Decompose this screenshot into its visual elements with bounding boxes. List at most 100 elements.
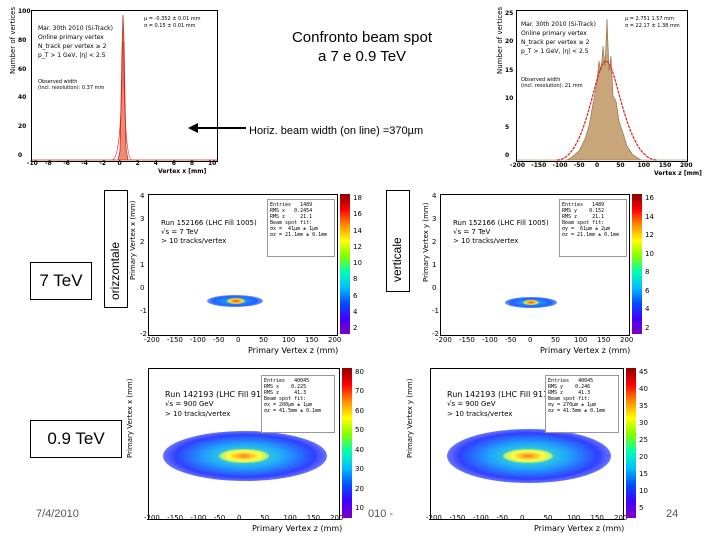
map-09tev-x-panel: Primary Vertex x (mm) Run 142193 (LHC Fi…	[122, 362, 368, 534]
histogram-y-note-2: (incl. resolution): 21 mm	[521, 83, 583, 89]
histogram-x-note-1: Observed width	[38, 79, 78, 85]
map-09tev-x-xtick: -100	[190, 514, 207, 522]
map-7tev-y-ytick: -1	[432, 307, 439, 315]
map-09tev-x-xtick: 50	[260, 514, 270, 522]
map-09tev-x-palette-tick: 70	[355, 387, 364, 396]
map-09tev-y-xtick: 0	[520, 514, 525, 522]
map-09tev-y-ylabel: Primary Vertex y (mm)	[406, 378, 414, 458]
histogram-x-plot	[32, 14, 217, 161]
map-7tev-x-ylabel: Primary Vertex x (mm)	[129, 200, 137, 280]
map-09tev-x-palette-tick: 50	[355, 426, 364, 435]
histogram-x-xtick: 4	[153, 160, 158, 167]
histogram-x-xtick: -8	[45, 160, 52, 167]
label-verticale-box	[386, 190, 410, 292]
map-7tev-x-xtick: -150	[167, 336, 183, 344]
slide-title-line-1: Confronto beam spot	[291, 29, 433, 46]
map-7tev-x-spot-core	[227, 298, 245, 304]
map-7tev-x-xtick: -50	[213, 336, 225, 344]
histogram-x-fit-curve	[111, 40, 133, 161]
histogram-x-xtick: 6	[171, 160, 176, 167]
map-7tev-y-xtick: -100	[482, 336, 498, 344]
histogram-x-note-2: (incl. resolution): 0.37 mm	[38, 85, 105, 91]
map-7tev-y-energy: √s = 7 TeV	[453, 228, 491, 236]
map-09tev-x-palette-tick: 20	[355, 484, 364, 493]
map-7tev-y-palette-tick: 12	[645, 231, 654, 240]
histogram-y-info-1: Mar. 30th 2010 (Si-Track)	[521, 21, 596, 28]
map-09tev-y-stats-box: Entries 40045 RMS y 0.246 RMS z 41.3 Bea…	[545, 375, 619, 433]
histogram-x-xtick: -6	[63, 160, 70, 167]
map-09tev-x-palette-tick: 10	[355, 504, 364, 512]
label-orizzontale: orizzontale	[108, 241, 122, 300]
map-09tev-y-palette-tick: 30	[639, 419, 648, 427]
histogram-x-info-2: Online primary vertex	[38, 34, 104, 41]
map-7tev-y-stats-box: Entries 1489 RMS y 0.152 RMS z 21.1 Beam…	[559, 199, 627, 257]
map-7tev-x-palette-tick: 18	[353, 194, 362, 202]
arrow-icon	[188, 123, 246, 133]
map-7tev-x-ytick: -2	[140, 330, 147, 338]
map-7tev-x-ytick: 2	[140, 238, 145, 246]
map-7tev-y-ytick: 3	[432, 215, 437, 223]
map-7tev-x-frame: Run 152166 (LHC Fill 1005) √s = 7 TeV > …	[148, 194, 338, 336]
map-7tev-x-panel: Primary Vertex x (mm) Run 152166 (LHC Fi…	[128, 188, 368, 356]
map-09tev-y-palette-tick: 20	[639, 453, 648, 461]
map-09tev-x-ylabel: Primary Vertex x (mm)	[126, 378, 134, 458]
histogram-y-panel: Number of vertices Mar. 30th 2010 (Si-Tr…	[494, 2, 720, 180]
map-7tev-y-palette-tick: 16	[645, 194, 654, 202]
histogram-x-frame: Mar. 30th 2010 (Si-Track) Online primary…	[31, 10, 218, 162]
histogram-y-fit-curve	[556, 60, 658, 161]
label-verticale: verticale	[390, 237, 404, 282]
histogram-y-info-2: Online primary vertex	[521, 30, 587, 37]
map-09tev-y-xtick: -200	[426, 514, 442, 522]
map-7tev-y-palette-tick: 14	[645, 212, 654, 221]
map-7tev-x-xtick: -200	[144, 336, 160, 344]
map-7tev-y-frame: Run 152166 (LHC Fill 1005) √s = 7 TeV > …	[440, 194, 630, 336]
map-7tev-y-xtick: 150	[597, 336, 611, 344]
map-09tev-y-spot-core	[503, 449, 553, 463]
histogram-y-ytick: 20	[505, 38, 514, 46]
histogram-x-xtick: 0	[117, 160, 122, 167]
histogram-y-xtick: -200	[510, 162, 526, 169]
histogram-y-xtick: -50	[573, 162, 585, 169]
label-7tev: 7 TeV	[30, 262, 92, 300]
map-09tev-x-cut: > 10 tracks/vertex	[165, 410, 231, 418]
map-7tev-y-xlabel: Primary Vertex z (mm)	[540, 346, 631, 355]
map-7tev-x-ytick: -1	[140, 307, 147, 315]
histogram-y-stat-1: µ = 2.751 1.57 mm	[625, 16, 674, 22]
map-09tev-y-palette-tick: 5	[639, 504, 644, 512]
map-7tev-y-ylabel: Primary Vertex y (mm)	[422, 202, 430, 282]
map-09tev-y-xtick: 50	[543, 514, 553, 522]
slide-title-line-2: a 7 e 0.9 TeV	[317, 48, 407, 65]
histogram-y-ytick: 5	[505, 123, 510, 131]
map-7tev-y-panel: Primary Vertex y (mm) Run 152166 (LHC Fi…	[410, 188, 668, 356]
map-7tev-y-ytick: -2	[432, 330, 439, 338]
map-7tev-y-xtick: -200	[436, 336, 452, 344]
map-09tev-x-color-scale	[342, 368, 352, 518]
map-09tev-x-frame: Run 142193 (LHC Fill 911) √s = 900 GeV >…	[148, 368, 340, 520]
footer-center: 010 -	[368, 508, 394, 520]
map-7tev-y-palette-tick: 8	[645, 268, 650, 277]
histogram-y-xlabel: Vertex z [mm]	[654, 170, 702, 177]
histogram-y-xtick: 50	[616, 162, 625, 169]
map-7tev-x-ytick: 1	[140, 261, 145, 269]
histogram-y-bars	[517, 18, 687, 161]
map-09tev-y-cut: > 10 tracks/vertex	[447, 410, 513, 418]
histogram-x-xtick: -10	[27, 160, 38, 167]
map-09tev-y-panel: Primary Vertex y (mm) Run 142193 (LHC Fi…	[404, 362, 662, 534]
map-7tev-x-stats: Entries 1489 RMS x 0.2454 RMS z 21.1 Bea…	[270, 202, 328, 238]
map-09tev-x-run: Run 142193 (LHC Fill 911)	[165, 390, 270, 399]
histogram-x-stat-1: µ = -0.352 ± 0.01 mm	[144, 16, 201, 22]
histogram-y-xtick: 150	[658, 162, 672, 169]
map-7tev-x-palette-tick: 10	[353, 259, 362, 267]
histogram-y-frame: Mar. 30th 2010 (Si-Track) Online primary…	[516, 10, 688, 162]
histogram-y-stat-2: σ = 22.17 ± 1.38 mm	[625, 23, 680, 29]
map-09tev-x-xtick: 100	[283, 514, 297, 522]
map-7tev-y-spot-core	[523, 300, 539, 305]
map-7tev-x-palette-tick: 6	[353, 291, 358, 300]
map-09tev-y-xtick: -100	[473, 514, 489, 522]
map-7tev-x-palette-tick: 12	[353, 242, 362, 251]
footer-date: 7/4/2010	[36, 508, 79, 520]
map-7tev-y-xtick: -150	[459, 336, 475, 344]
map-7tev-y-cut: > 10 tracks/vertex	[453, 237, 519, 245]
map-7tev-x-xtick: 200	[328, 336, 342, 344]
histogram-y-ytick: 15	[505, 66, 514, 74]
